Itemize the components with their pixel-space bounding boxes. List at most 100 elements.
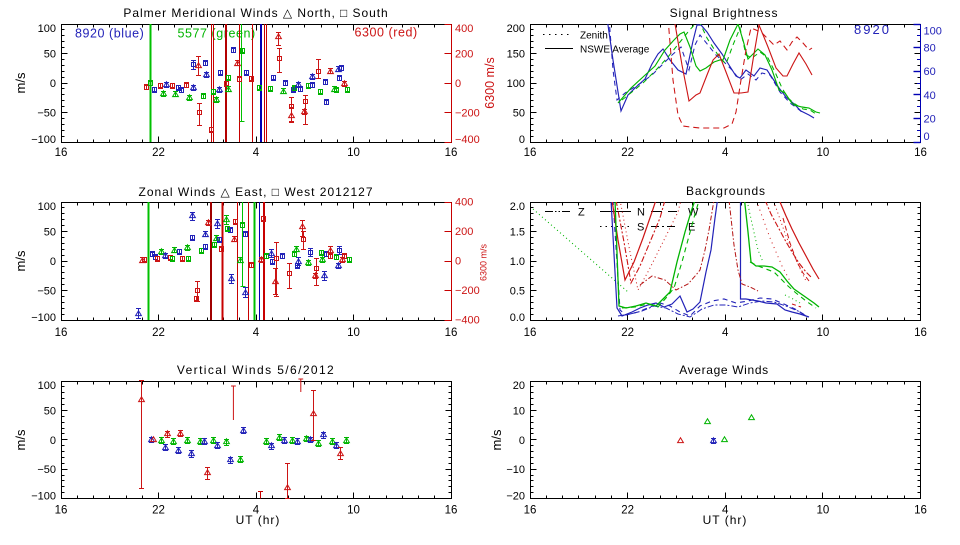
svg-text:10: 10: [817, 505, 830, 517]
svg-text:6300 m/s: 6300 m/s: [483, 57, 497, 108]
svg-text:200: 200: [507, 23, 525, 35]
svg-text:0: 0: [455, 256, 461, 268]
svg-text:0: 0: [50, 78, 56, 90]
svg-text:−50: −50: [37, 108, 56, 120]
svg-text:10: 10: [513, 405, 525, 417]
svg-text:200: 200: [455, 49, 473, 61]
svg-text:10: 10: [817, 147, 830, 159]
svg-text:16: 16: [914, 505, 927, 517]
svg-text:Zonal Winds △ East, □ West 201: Zonal Winds △ East, □ West 2012127: [138, 185, 373, 199]
svg-text:100: 100: [924, 26, 942, 38]
svg-text:1.0: 1.0: [510, 256, 525, 268]
svg-text:5577 (green): 5577 (green): [178, 27, 256, 41]
svg-text:S: S: [637, 222, 644, 234]
svg-text:−20: −20: [506, 491, 525, 503]
svg-text:16: 16: [524, 327, 537, 339]
svg-text:0: 0: [50, 256, 56, 268]
svg-text:0: 0: [519, 435, 525, 447]
svg-text:50: 50: [44, 405, 56, 417]
svg-text:m/s: m/s: [489, 429, 504, 450]
svg-text:16: 16: [55, 505, 68, 517]
svg-text:E: E: [688, 222, 695, 234]
svg-text:Average Winds: Average Winds: [679, 363, 769, 377]
svg-text:22: 22: [621, 147, 634, 159]
svg-text:50: 50: [44, 49, 56, 61]
svg-text:10: 10: [347, 327, 360, 339]
svg-text:100: 100: [507, 78, 525, 90]
svg-text:40: 40: [924, 90, 936, 102]
svg-text:4: 4: [253, 327, 260, 339]
svg-text:m/s: m/s: [13, 429, 28, 450]
svg-text:m/s: m/s: [13, 72, 28, 93]
svg-text:UT (hr): UT (hr): [703, 513, 748, 527]
svg-text:6300 m/s: 6300 m/s: [479, 243, 489, 281]
svg-text:−200: −200: [455, 108, 480, 120]
svg-text:0.5: 0.5: [510, 286, 525, 298]
svg-text:Signal Brightness: Signal Brightness: [670, 6, 779, 20]
svg-text:4: 4: [253, 147, 260, 159]
svg-text:10: 10: [347, 505, 360, 517]
svg-text:16: 16: [524, 505, 537, 517]
svg-text:20: 20: [924, 113, 936, 125]
svg-text:16: 16: [445, 147, 458, 159]
svg-text:16: 16: [445, 327, 458, 339]
svg-text:22: 22: [152, 327, 165, 339]
svg-text:0: 0: [50, 435, 56, 447]
svg-text:−100: −100: [31, 312, 56, 324]
svg-text:16: 16: [445, 505, 458, 517]
svg-text:4: 4: [722, 327, 729, 339]
svg-text:10: 10: [347, 147, 360, 159]
svg-text:22: 22: [621, 327, 634, 339]
svg-text:10: 10: [817, 327, 830, 339]
svg-text:8920: 8920: [854, 22, 891, 37]
svg-text:0: 0: [455, 78, 461, 90]
svg-text:100: 100: [38, 380, 56, 392]
svg-text:100: 100: [38, 201, 56, 213]
svg-text:400: 400: [455, 23, 473, 35]
svg-text:NSWE Average: NSWE Average: [580, 45, 650, 56]
svg-text:−200: −200: [455, 285, 480, 297]
svg-text:W: W: [688, 207, 699, 219]
svg-text:−100: −100: [31, 134, 56, 146]
svg-text:50: 50: [513, 108, 525, 120]
svg-text:22: 22: [152, 505, 165, 517]
svg-text:22: 22: [621, 505, 634, 517]
svg-text:1.5: 1.5: [510, 227, 525, 239]
svg-text:Vertical Winds 5/6/2012: Vertical Winds 5/6/2012: [177, 363, 335, 377]
svg-text:UT (hr): UT (hr): [236, 513, 281, 527]
svg-text:200: 200: [455, 226, 473, 238]
svg-text:16: 16: [524, 147, 537, 159]
svg-text:Z: Z: [578, 207, 585, 219]
svg-text:4: 4: [253, 505, 260, 517]
svg-text:20: 20: [513, 380, 525, 392]
svg-text:400: 400: [455, 197, 473, 209]
svg-text:150: 150: [507, 49, 525, 61]
svg-text:2.0: 2.0: [510, 201, 525, 213]
svg-text:4: 4: [722, 505, 729, 517]
svg-text:60: 60: [924, 66, 936, 78]
svg-text:22: 22: [152, 147, 165, 159]
svg-text:−10: −10: [506, 464, 525, 476]
svg-text:0: 0: [519, 134, 525, 146]
svg-text:16: 16: [55, 327, 68, 339]
svg-text:16: 16: [55, 147, 68, 159]
svg-text:16: 16: [914, 327, 927, 339]
svg-text:Zenith: Zenith: [580, 31, 608, 42]
svg-text:8920 (blue): 8920 (blue): [75, 27, 144, 41]
svg-text:80: 80: [924, 43, 936, 55]
svg-text:−100: −100: [31, 491, 56, 503]
svg-text:N: N: [637, 207, 645, 219]
svg-text:0: 0: [924, 131, 930, 143]
svg-text:6300 (red): 6300 (red): [355, 26, 418, 40]
svg-text:50: 50: [44, 227, 56, 239]
svg-text:−400: −400: [455, 315, 480, 327]
svg-text:Backgrounds: Backgrounds: [686, 184, 766, 198]
svg-text:m/s: m/s: [13, 250, 28, 271]
svg-text:4: 4: [722, 147, 729, 159]
svg-text:0.0: 0.0: [510, 312, 525, 324]
svg-text:Palmer Meridional Winds △ Nort: Palmer Meridional Winds △ North, □ South: [123, 6, 388, 20]
svg-text:100: 100: [38, 23, 56, 35]
svg-text:16: 16: [914, 147, 927, 159]
svg-text:−400: −400: [455, 134, 480, 146]
svg-text:−50: −50: [37, 464, 56, 476]
